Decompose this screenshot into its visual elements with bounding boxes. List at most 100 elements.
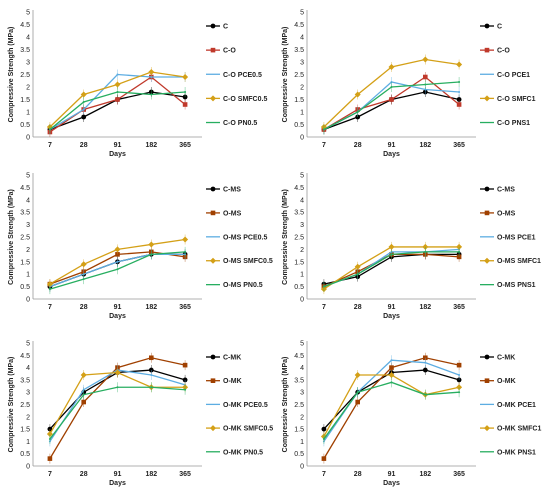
data-point [148, 241, 155, 248]
y-tick-label: 2.5 [294, 235, 304, 242]
y-tick-label: 5 [26, 173, 30, 180]
data-point [458, 250, 461, 253]
y-axis-label: Compressive Strength (MPa) [8, 357, 15, 453]
chart-panel-3: 0 0.5 1 1.5 2 2.5 3 3.5 4 4.5 5 7 28 91 182 365 Days Comp… [8, 173, 273, 321]
data-point [356, 391, 359, 394]
data-point [182, 236, 189, 243]
y-axis-label: Compressive Strength (MPa) [8, 27, 15, 123]
legend-label: O-MS [497, 210, 516, 217]
x-tick-label: 182 [145, 304, 157, 311]
y-tick-label: 1.5 [20, 427, 30, 434]
data-point [390, 253, 393, 256]
x-tick-label: 28 [354, 471, 362, 478]
data-point [356, 111, 359, 113]
x-tick-label: 182 [145, 142, 157, 149]
data-point [150, 386, 153, 389]
y-tick-label: 0.5 [294, 122, 304, 129]
x-tick-label: 7 [48, 142, 52, 149]
legend-label: O-MS PCE0.5 [223, 234, 267, 241]
data-point [184, 388, 187, 391]
y-tick-label: 0 [300, 297, 304, 304]
data-point [424, 361, 427, 364]
y-tick-label: 2 [300, 85, 304, 92]
legend-marker [484, 354, 490, 360]
legend-marker [484, 378, 490, 383]
data-point [390, 359, 393, 362]
y-tick-label: 3 [300, 222, 304, 229]
data-point [321, 456, 327, 461]
legend-label: O-MK PCE0.5 [223, 402, 268, 409]
data-point [322, 285, 325, 288]
legend-marker [210, 378, 216, 383]
y-tick-label: 1.5 [20, 97, 30, 104]
y-tick-label: 3.5 [20, 47, 30, 54]
x-axis-label: Days [383, 151, 400, 158]
x-tick-label: 91 [114, 142, 122, 149]
y-axis-label: Compressive Strength (MPa) [282, 27, 289, 123]
y-tick-label: 0.5 [20, 122, 30, 129]
y-tick-label: 3 [26, 222, 30, 229]
y-tick-label: 2.5 [294, 72, 304, 79]
x-tick-label: 28 [80, 471, 88, 478]
y-tick-label: 0 [300, 464, 304, 471]
x-tick-label: 91 [114, 471, 122, 478]
y-tick-label: 3.5 [294, 377, 304, 384]
y-tick-label: 1 [300, 272, 304, 279]
data-point [81, 114, 87, 120]
x-tick-label: 91 [388, 142, 396, 149]
chart-panel-6: 0 0.5 1 1.5 2 2.5 3 3.5 4 4.5 5 7 28 91 182 365 Days Comp… [282, 341, 541, 488]
y-tick-label: 5 [300, 10, 304, 17]
data-point [149, 355, 154, 361]
data-point [424, 250, 427, 253]
x-tick-label: 91 [388, 304, 396, 311]
data-point [354, 371, 361, 378]
data-point [424, 393, 427, 396]
x-tick-label: 365 [179, 142, 191, 149]
data-point [81, 399, 86, 405]
y-tick-label: 3.5 [20, 210, 30, 217]
legend-label: C-MK [223, 355, 241, 362]
data-point [182, 362, 188, 368]
y-tick-label: 2 [300, 414, 304, 421]
legend-marker [210, 210, 216, 216]
data-point [184, 250, 187, 253]
x-tick-label: 7 [48, 304, 52, 311]
data-point [80, 371, 87, 378]
y-tick-label: 3 [300, 390, 304, 397]
y-tick-label: 1 [300, 110, 304, 117]
y-tick-label: 2.5 [20, 72, 30, 79]
y-tick-label: 0 [26, 464, 30, 471]
data-point [321, 426, 327, 432]
y-tick-label: 4.5 [20, 22, 30, 29]
y-tick-label: 4 [26, 197, 30, 204]
y-tick-label: 4.5 [294, 22, 304, 29]
data-point [354, 263, 361, 270]
legend-marker [484, 257, 490, 264]
data-point [424, 83, 427, 86]
data-point [458, 373, 461, 376]
x-tick-label: 365 [179, 471, 191, 478]
data-point [423, 74, 428, 80]
x-axis-label: Days [109, 151, 126, 158]
y-tick-label: 0.5 [20, 284, 30, 291]
legend-label: O-MS [223, 210, 242, 217]
legend-label: O-MK SMFC1 [497, 426, 541, 433]
data-point [150, 373, 153, 376]
data-point [116, 73, 119, 76]
x-tick-label: 7 [322, 471, 326, 478]
legend-marker [210, 23, 216, 29]
y-axis-label: Compressive Strength (MPa) [8, 189, 15, 285]
x-axis-label: Days [109, 313, 126, 320]
legend-marker [210, 425, 216, 432]
x-tick-label: 365 [453, 471, 465, 478]
y-tick-label: 4.5 [20, 353, 30, 360]
y-tick-label: 5 [26, 10, 30, 17]
data-point [82, 278, 85, 281]
chart-panel-1: 0 0.5 1 1.5 2 2.5 3 3.5 4 4.5 5 7 28 91 182 365 Days Comp… [8, 10, 267, 159]
y-tick-label: 1.5 [20, 259, 30, 266]
data-point [390, 381, 393, 384]
legend-marker [484, 210, 490, 216]
y-tick-label: 2 [300, 247, 304, 254]
y-tick-label: 1.5 [294, 259, 304, 266]
